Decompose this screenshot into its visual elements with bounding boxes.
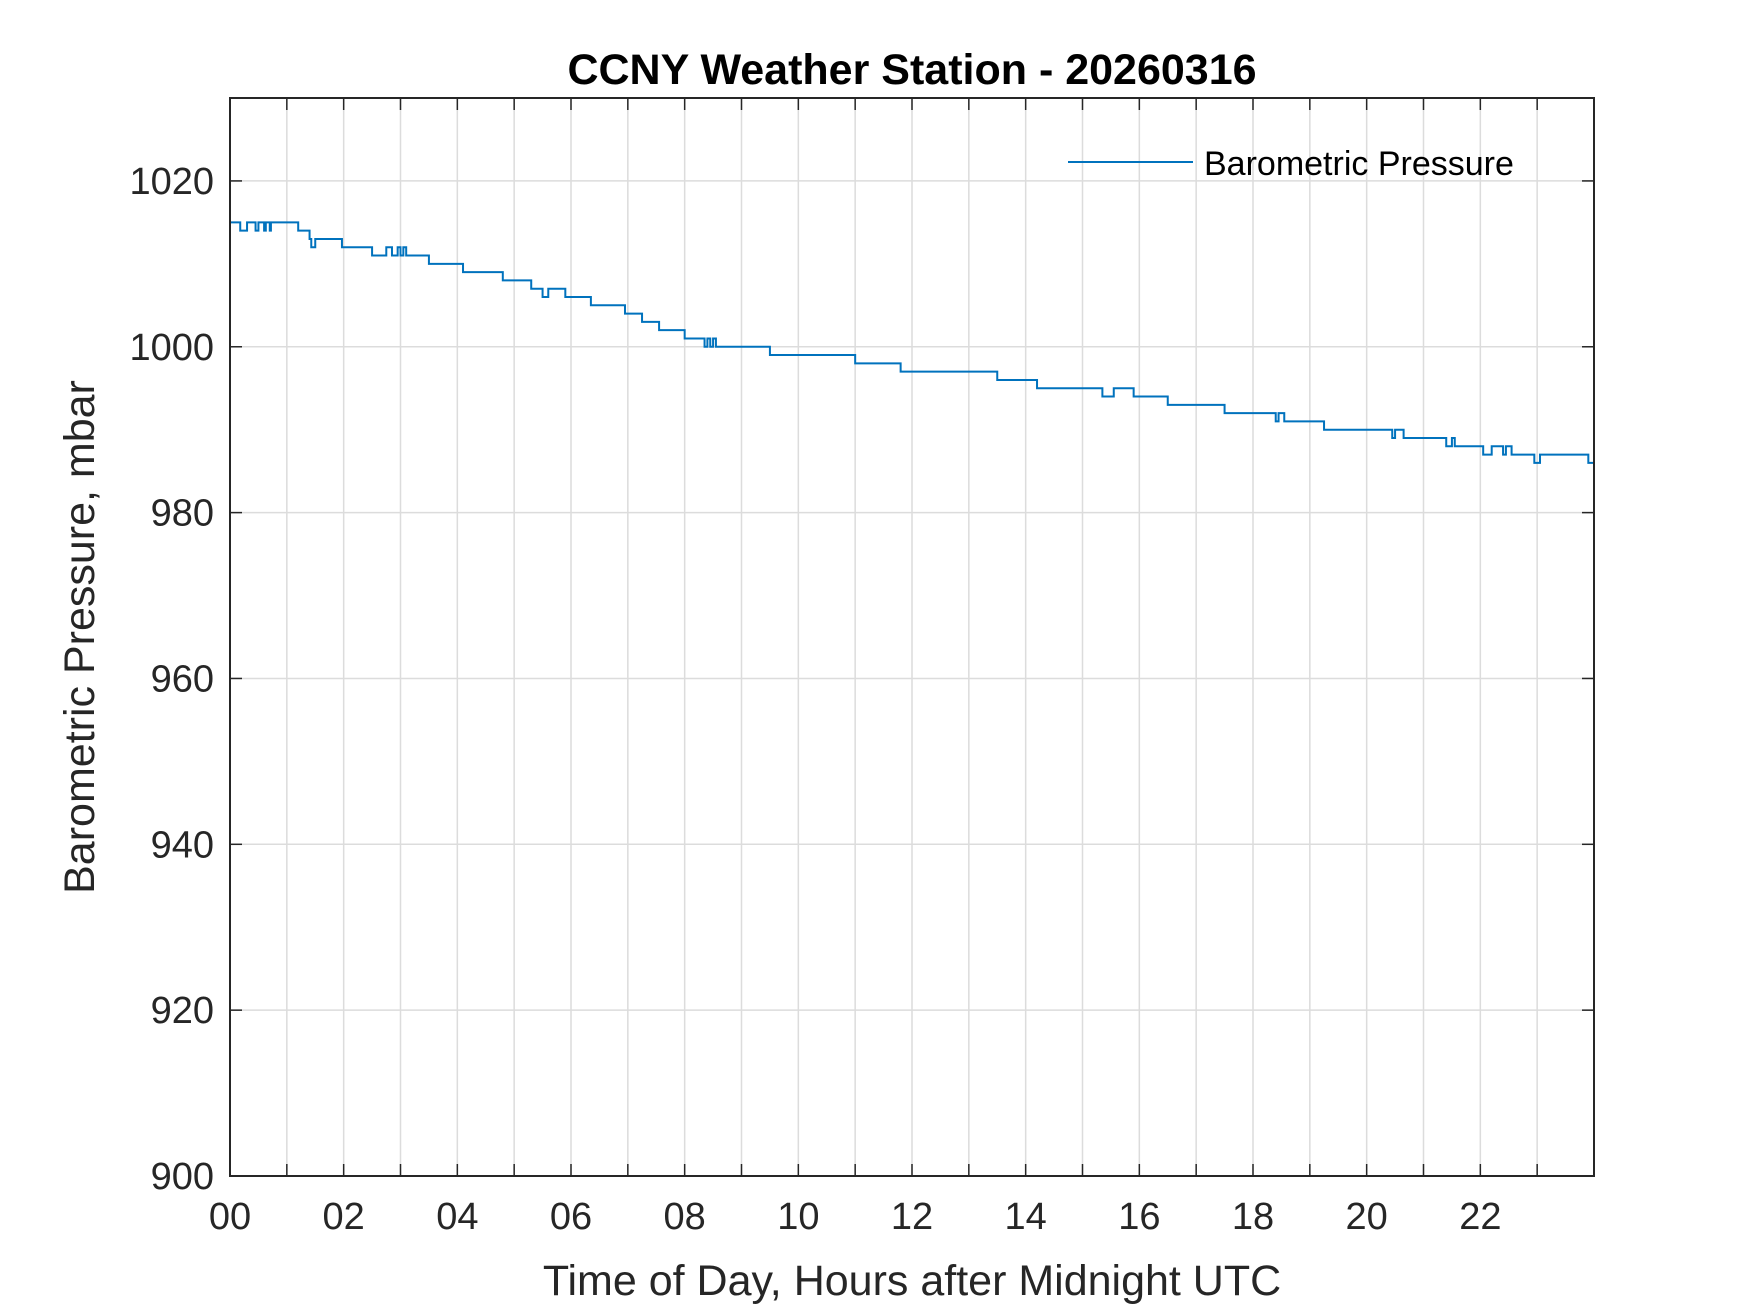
y-tick-label: 1020 (129, 161, 214, 203)
x-tick-label: 14 (1005, 1196, 1047, 1238)
y-tick-label: 1000 (129, 327, 214, 369)
x-tick-label: 02 (323, 1196, 365, 1238)
x-tick-label: 04 (436, 1196, 478, 1238)
grid-lines (230, 98, 1594, 1176)
y-tick-label: 980 (151, 493, 214, 535)
x-axis-label: Time of Day, Hours after Midnight UTC (543, 1257, 1281, 1305)
legend-entry-label: Barometric Pressure (1204, 145, 1514, 183)
y-axis-label: Barometric Pressure, mbar (56, 380, 104, 894)
x-tick-label: 18 (1232, 1196, 1274, 1238)
x-tick-label: 06 (550, 1196, 592, 1238)
y-tick-label: 900 (151, 1156, 214, 1198)
x-tick-label: 08 (664, 1196, 706, 1238)
series-line-barometric-pressure (230, 221, 1594, 464)
y-tick-labels: 900 920 940 960 980 1000 1020 (129, 161, 214, 1198)
y-tick-label: 920 (151, 990, 214, 1032)
x-tick-label: 00 (209, 1196, 251, 1238)
y-tick-label: 960 (151, 658, 214, 700)
x-tick-label: 16 (1118, 1196, 1160, 1238)
x-tick-label: 20 (1346, 1196, 1388, 1238)
x-tick-label: 22 (1459, 1196, 1501, 1238)
x-tick-label: 10 (777, 1196, 819, 1238)
y-tick-label: 940 (151, 824, 214, 866)
series-layer (230, 221, 1594, 464)
x-tick-labels: 00 02 04 06 08 10 12 14 16 18 20 22 (209, 1196, 1502, 1238)
chart-title: CCNY Weather Station - 20260316 (567, 46, 1256, 94)
tick-marks (229, 98, 1594, 1177)
legend: Barometric Pressure (1068, 145, 1514, 183)
x-tick-label: 12 (891, 1196, 933, 1238)
